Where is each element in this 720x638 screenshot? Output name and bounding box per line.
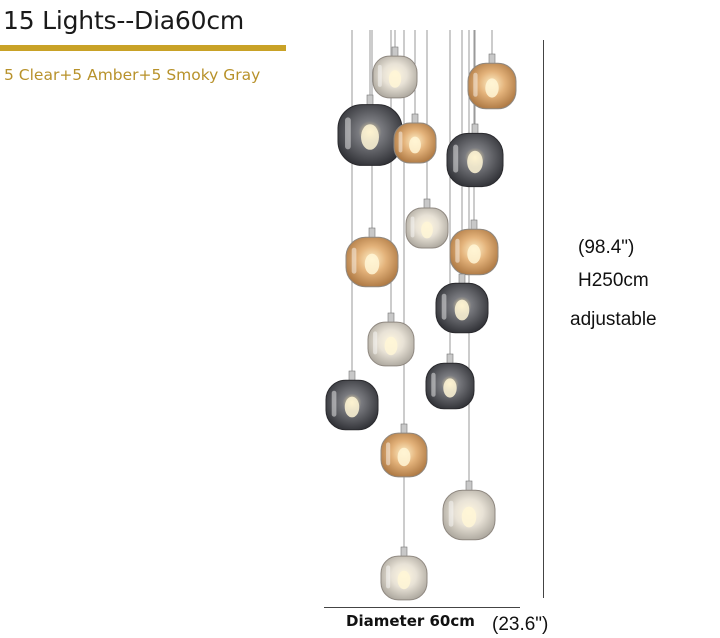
title-underline: [0, 45, 286, 51]
diameter-label: Diameter 60cm: [346, 612, 475, 630]
glass-color-subtitle: 5 Clear+5 Amber+5 Smoky Gray: [4, 66, 261, 84]
pendant-amber-glass: [467, 53, 517, 110]
pendant-amber-glass: [393, 113, 437, 164]
height-inches-label: (98.4"): [578, 237, 635, 258]
pendant-amber-glass: [449, 219, 499, 276]
pendant-clear-glass: [380, 546, 428, 601]
pendant-smoky-gray-glass: [325, 370, 379, 431]
product-title: 15 Lights--Dia60cm: [3, 6, 245, 35]
pendant-clear-glass: [442, 480, 496, 541]
pendant-smoky-gray-glass: [425, 353, 475, 410]
pendant-clear-glass: [405, 198, 449, 249]
height-cm-label: H250cm: [578, 270, 649, 291]
pendant-amber-glass: [345, 227, 399, 288]
pendant-clear-glass: [372, 46, 418, 99]
pendant-smoky-gray-glass: [337, 94, 403, 166]
pendant-smoky-gray-glass: [435, 273, 489, 334]
diameter-inches-label: (23.6"): [492, 614, 549, 635]
diameter-dimension-line: [324, 607, 520, 608]
height-dimension-line: [543, 40, 544, 598]
pendant-clear-glass: [367, 312, 415, 367]
pendant-amber-glass: [380, 423, 428, 478]
adjustable-label: adjustable: [570, 309, 657, 330]
pendant-smoky-gray-glass: [446, 123, 504, 188]
